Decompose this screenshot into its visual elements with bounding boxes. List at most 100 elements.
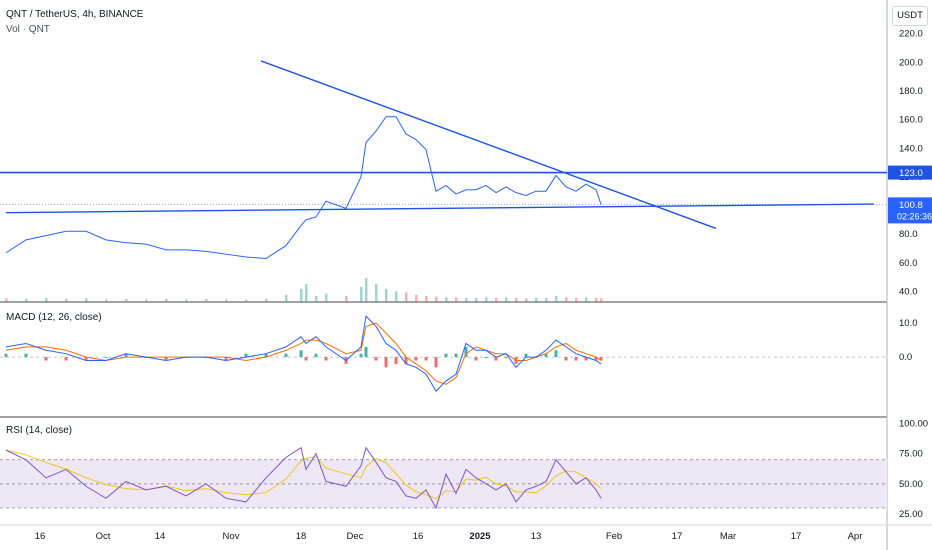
volume-bar bbox=[145, 299, 148, 302]
last-price-label bbox=[888, 197, 932, 224]
time-axis-tick: 14 bbox=[155, 531, 166, 542]
macd-histogram-bar bbox=[564, 357, 568, 361]
volume-bar bbox=[425, 296, 428, 302]
volume-bar bbox=[435, 296, 438, 302]
volume-bar bbox=[575, 297, 578, 302]
volume-bar bbox=[465, 297, 468, 302]
rsi-axis-tick: 100.00 bbox=[899, 419, 928, 430]
volume-bar bbox=[225, 299, 228, 302]
macd-histogram-bar bbox=[454, 353, 458, 358]
rsi-pane[interactable] bbox=[5, 446, 602, 510]
macd-histogram-bar bbox=[44, 357, 48, 361]
rsi-legend[interactable]: RSI (14, close) bbox=[6, 425, 73, 436]
time-axis-tick: Apr bbox=[848, 531, 863, 542]
price-axis-tick: 140.0 bbox=[899, 143, 923, 154]
price-axis-tick: 180.0 bbox=[899, 86, 923, 97]
price-pane[interactable] bbox=[0, 60, 887, 259]
volume-bar bbox=[65, 299, 68, 302]
volume-bar bbox=[45, 297, 48, 302]
macd-histogram-bar bbox=[434, 357, 438, 368]
macd-histogram-bar bbox=[4, 353, 8, 358]
price-series-line[interactable] bbox=[5, 116, 602, 259]
volume-bar bbox=[105, 299, 108, 302]
macd-histogram-bar bbox=[324, 357, 328, 361]
macd-pane[interactable] bbox=[0, 315, 887, 392]
symbol-title[interactable]: QNT / TetherUS, 4h, BINANCE bbox=[6, 9, 144, 20]
macd-line[interactable] bbox=[5, 315, 602, 392]
volume-bar bbox=[5, 298, 8, 302]
time-axis-tick: Feb bbox=[606, 531, 622, 542]
volume-bar bbox=[525, 298, 528, 302]
macd-histogram-bar bbox=[544, 353, 548, 358]
macd-histogram-bar bbox=[164, 357, 168, 361]
volume-bar bbox=[265, 299, 268, 302]
time-axis-tick: 17 bbox=[791, 531, 802, 542]
macd-legend[interactable]: MACD (12, 26, close) bbox=[6, 312, 102, 323]
time-axis-tick: Mar bbox=[720, 531, 736, 542]
volume-bar bbox=[455, 297, 458, 302]
time-axis[interactable]: 16 Oct 14 Nov 18 Dec 16 2025 13 Feb 17 Mar 17 Apr bbox=[35, 531, 863, 542]
macd-signal-line[interactable] bbox=[5, 322, 602, 385]
time-axis-tick: 16 bbox=[413, 531, 424, 542]
macd-histogram-bar bbox=[574, 357, 578, 361]
price-axis-tick: 40.0 bbox=[899, 286, 918, 297]
volume-bar bbox=[85, 298, 88, 302]
macd-histogram-bar bbox=[304, 357, 308, 361]
time-axis-tick: 13 bbox=[531, 531, 542, 542]
price-axis-tick: 80.0 bbox=[899, 229, 918, 240]
price-axis-tick: 60.0 bbox=[899, 258, 918, 269]
macd-histogram-bar bbox=[594, 357, 598, 361]
volume-bar bbox=[325, 293, 328, 302]
price-axis-tick: 200.0 bbox=[899, 57, 923, 68]
macd-histogram-bar bbox=[224, 357, 228, 361]
macd-axis-tick: 10.0 bbox=[899, 318, 918, 329]
currency-button[interactable]: USDT bbox=[892, 6, 928, 26]
macd-histogram-bar bbox=[64, 357, 68, 361]
macd-histogram-bar bbox=[474, 357, 478, 361]
price-axis[interactable]: 40.060.080.0100.0120.0140.0160.0180.0200… bbox=[888, 29, 932, 520]
rsi-line[interactable] bbox=[5, 446, 602, 510]
volume-legend[interactable]: Vol · QNT bbox=[6, 24, 50, 35]
time-axis-tick: 2025 bbox=[469, 531, 491, 542]
volume-bar bbox=[375, 284, 378, 302]
time-axis-tick: 17 bbox=[672, 531, 683, 542]
macd-histogram-bar bbox=[584, 357, 588, 361]
volume-bar bbox=[285, 294, 288, 302]
volume-bar bbox=[405, 292, 408, 302]
volume-bar bbox=[315, 296, 318, 302]
price-axis-tick: 220.0 bbox=[899, 29, 923, 40]
volume-bar bbox=[345, 296, 348, 302]
macd-histogram-bar bbox=[124, 353, 128, 358]
volume-bar bbox=[565, 297, 568, 302]
volume-bar bbox=[365, 278, 368, 302]
volume-bar bbox=[515, 297, 518, 302]
macd-histogram-bar bbox=[404, 357, 408, 364]
volume-bar bbox=[25, 299, 28, 302]
time-axis-tick: Dec bbox=[347, 531, 364, 542]
macd-histogram-bar bbox=[104, 357, 108, 359]
time-axis-tick: Oct bbox=[96, 531, 111, 542]
bar-countdown-text: 02:26:36 bbox=[897, 211, 932, 221]
volume-bar bbox=[595, 297, 598, 302]
volume-bar bbox=[600, 298, 603, 302]
trendline[interactable] bbox=[5, 203, 875, 214]
macd-histogram-bar bbox=[394, 357, 398, 364]
macd-axis-tick: 0.0 bbox=[899, 352, 912, 363]
volume-bar bbox=[535, 297, 538, 302]
macd-histogram-bar bbox=[414, 357, 418, 361]
macd-histogram-bar bbox=[359, 353, 363, 358]
macd-histogram-bar bbox=[524, 353, 528, 358]
macd-histogram-bar bbox=[264, 353, 268, 358]
volume-bar bbox=[125, 299, 128, 302]
macd-histogram-bar bbox=[374, 357, 378, 361]
volume-bar bbox=[245, 299, 248, 302]
macd-histogram-bar bbox=[314, 353, 318, 358]
trendline[interactable] bbox=[260, 60, 717, 230]
volume-bar bbox=[495, 297, 498, 302]
macd-histogram-bar bbox=[484, 357, 488, 359]
level-price-label bbox=[888, 165, 932, 180]
volume-bar bbox=[360, 287, 363, 302]
volume-bar bbox=[485, 297, 488, 302]
time-axis-tick: 18 bbox=[296, 531, 307, 542]
